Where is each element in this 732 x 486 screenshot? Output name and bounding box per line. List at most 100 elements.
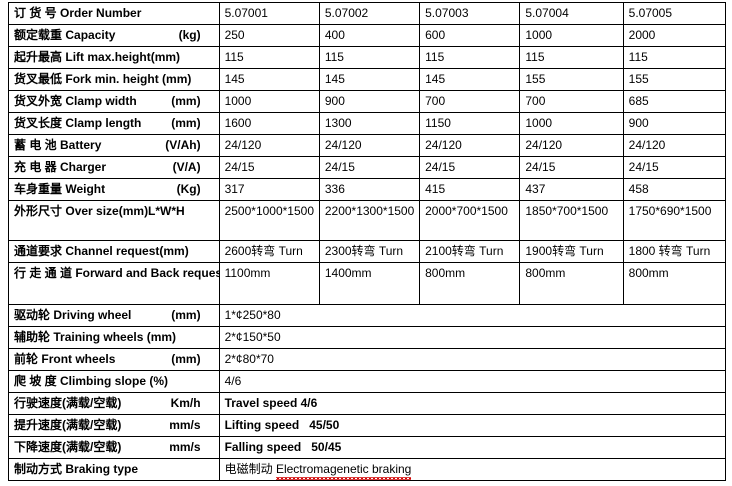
row-value-text: 5.07001 xyxy=(224,6,268,20)
table-row: 起升最高 Lift max.height(mm) 115 115 115 115 115 xyxy=(8,46,727,69)
row-label-cell: 驱动轮 Driving wheel (mm) xyxy=(8,304,220,327)
row-value-text: 1100mm xyxy=(224,266,271,280)
table-row: 行 走 通 道 Forward and Back request 1100mm 14… xyxy=(8,262,727,305)
row-value-cell: 1000 xyxy=(519,24,624,47)
row-value-cell: 1150 xyxy=(419,112,521,135)
row-value-cell: 1400mm xyxy=(318,262,421,305)
row-label-cn: 下降速度(满载/空载) xyxy=(14,440,122,454)
row-label-unit: (mm) xyxy=(171,116,201,130)
row-value-merged: 4/6 xyxy=(218,370,727,393)
row-label-cell: 行驶速度(满载/空载) Km/h xyxy=(8,392,220,415)
row-value-merged: 1*¢250*80 xyxy=(218,304,727,327)
row-value-cell: 800mm xyxy=(419,262,521,305)
table-row: 车身重量 Weight (Kg) 317 336 415 437 458 xyxy=(8,178,727,201)
row-value-text: 24/15 xyxy=(525,160,556,174)
row-value-cell: 900 xyxy=(622,112,727,135)
row-value-text: 700 xyxy=(425,94,446,108)
row-label-en: Clamp length xyxy=(65,116,142,130)
row-value-text: 400 xyxy=(324,28,345,42)
row-label-cn: 充 电 器 xyxy=(14,160,57,174)
row-value-cell: 5.07005 xyxy=(622,2,727,25)
row-label-unit: Km/h xyxy=(170,396,201,410)
table-row: 蓄 电 池 Battery (V/Ah) 24/120 24/120 24/120 24/… xyxy=(8,134,727,157)
row-value-text: 415 xyxy=(425,182,446,196)
row-label-unit: (mm) xyxy=(171,352,201,366)
row-value-text: 900 xyxy=(628,116,649,130)
row-value-cell: 24/120 xyxy=(419,134,521,157)
row-label-cn: 提升速度(满载/空载) xyxy=(14,418,122,432)
row-value-text: 2100转弯 Turn xyxy=(425,244,504,258)
table-row: 爬 坡 度 Climbing slope (%) 4/6 xyxy=(8,370,727,393)
row-label-en: Charger xyxy=(60,160,107,174)
row-value-cell: 24/120 xyxy=(622,134,727,157)
table-row: 行驶速度(满载/空载) Km/h Travel speed 4/6 xyxy=(8,392,727,415)
table-row: 制动方式 Braking type 电磁制动 Electromagenetic b… xyxy=(8,458,727,481)
row-value-cell: 700 xyxy=(419,90,521,113)
row-value-text: 600 xyxy=(425,28,446,42)
row-label-cn: 通道要求 xyxy=(14,244,63,258)
row-value-text: 1150 xyxy=(425,116,451,130)
row-value-text: 1000 xyxy=(224,94,252,108)
row-value-cell: 2600转弯 Turn xyxy=(218,240,320,263)
row-value-cell: 24/120 xyxy=(218,134,320,157)
table-row: 前轮 Front wheels (mm) 2*¢80*70 xyxy=(8,348,727,371)
row-value-cell: 400 xyxy=(318,24,421,47)
row-value-cn: 电磁制动 xyxy=(224,462,273,476)
row-label-cn: 货叉长度 xyxy=(14,116,63,130)
row-label-unit: (V/A) xyxy=(172,160,201,174)
row-label-en: Battery xyxy=(60,138,102,152)
row-value-cell: 5.07004 xyxy=(519,2,624,25)
row-label-en: Weight xyxy=(65,182,106,196)
row-value-text: 1000 xyxy=(525,28,553,42)
table-row: 充 电 器 Charger (V/A) 24/15 24/15 24/15 24/15 24… xyxy=(8,156,727,179)
row-label-unit: (Kg) xyxy=(176,182,201,196)
row-label-cn: 额定载重 xyxy=(14,28,63,42)
row-value-cell: 317 xyxy=(218,178,320,201)
row-label-cn: 辅助轮 xyxy=(14,330,51,344)
row-label-cell: 辅助轮 Training wheels (mm) xyxy=(8,326,220,349)
row-value-cell: 2300转弯 Turn xyxy=(318,240,421,263)
row-value-cell: 5.07002 xyxy=(318,2,421,25)
row-value-cell: 2100转弯 Turn xyxy=(419,240,521,263)
row-value-text: 5.07005 xyxy=(628,6,673,20)
row-value-text: 155 xyxy=(525,72,546,86)
row-label-cell: 外形尺寸 Over size(mm)L*W*H xyxy=(8,200,220,241)
row-value-cell: 1300 xyxy=(318,112,421,135)
row-label-cn: 订 货 号 xyxy=(14,6,57,20)
row-value-cell: 24/120 xyxy=(318,134,421,157)
row-value-text: 24/120 xyxy=(525,138,563,152)
row-label-cell: 货叉长度 Clamp length (mm) xyxy=(8,112,220,135)
table-row: 通道要求 Channel request(mm) 2600转弯 Turn 2300转… xyxy=(8,240,727,263)
row-value-merged: 2*¢150*50 xyxy=(218,326,727,349)
row-label-cn: 驱动轮 xyxy=(14,308,51,322)
row-value-cell: 1900转弯 Turn xyxy=(519,240,624,263)
specification-table-body: 订 货 号 Order Number 5.07001 5.07002 5.07003 5… xyxy=(8,2,727,481)
row-value-cell: 2500*1000*1500 xyxy=(218,200,320,241)
table-row: 订 货 号 Order Number 5.07001 5.07002 5.07003 5… xyxy=(8,2,727,25)
row-value-text: 800mm xyxy=(525,266,566,280)
table-row: 货叉外宽 Clamp width (mm) 1000 900 700 700 685 xyxy=(8,90,727,113)
row-value-text: 685 xyxy=(628,94,649,108)
row-value-cell: 145 xyxy=(218,68,320,91)
table-row: 提升速度(满载/空载) mm/s Lifting speed 45/50 xyxy=(8,414,727,437)
row-value-text: 5.07003 xyxy=(425,6,469,20)
row-value-cell: 115 xyxy=(218,46,320,69)
row-value-text: 145 xyxy=(324,72,345,86)
row-value-cell: 415 xyxy=(419,178,521,201)
row-value-text: 437 xyxy=(525,182,546,196)
row-value-text: 2200*1300*1500 xyxy=(324,204,415,218)
row-label-cn: 货叉外宽 xyxy=(14,94,63,108)
row-label-cn: 货叉最低 xyxy=(14,72,63,86)
row-value-cell: 600 xyxy=(419,24,521,47)
row-value-text: 24/15 xyxy=(324,160,355,174)
row-value-text: 1300 xyxy=(324,116,352,130)
row-value-text: 115 xyxy=(525,50,545,64)
row-value-cell: 24/15 xyxy=(519,156,624,179)
row-value-text: 700 xyxy=(525,94,546,108)
row-value-cell: 437 xyxy=(519,178,624,201)
row-value-cell: 24/120 xyxy=(519,134,624,157)
row-label-cell: 提升速度(满载/空载) mm/s xyxy=(8,414,220,437)
row-value-text: 5.07002 xyxy=(324,6,369,20)
row-label-text: 行 走 通 道 Forward and Back request xyxy=(14,266,220,280)
row-label-unit: mm/s xyxy=(169,418,201,432)
